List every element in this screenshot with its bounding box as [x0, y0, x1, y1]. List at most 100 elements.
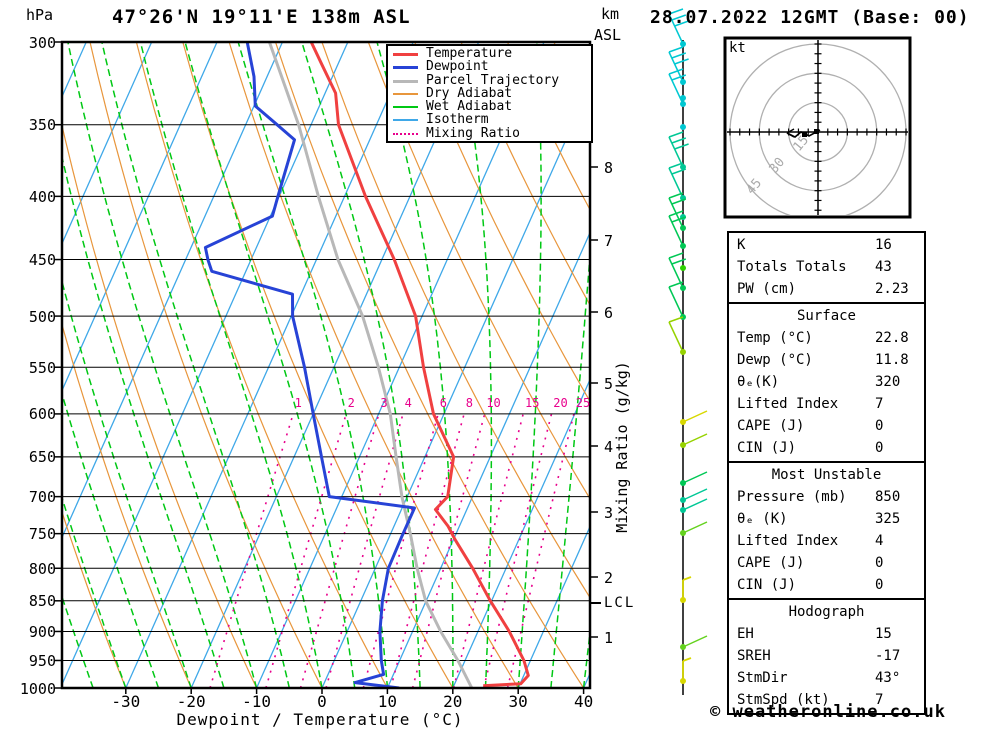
legend-swatch-solid — [393, 79, 418, 83]
table-row-value: 0 — [875, 418, 884, 434]
table-row-label: θₑ(K) — [737, 374, 780, 390]
mixing-ratio-value: 6 — [439, 396, 448, 410]
wind-barb — [668, 162, 687, 201]
table-row-value: 15 — [875, 626, 892, 642]
asl-unit-label: ASL — [594, 26, 622, 44]
table-row-label: SREH — [737, 648, 771, 664]
date-title: 28.07.2022 12GMT (Base: 00) — [650, 7, 970, 28]
pressure-tick-label: 750 — [28, 525, 56, 544]
pressure-tick-label: 800 — [28, 559, 56, 578]
km-tick-label: 8 — [604, 159, 614, 177]
mixing-ratio-value: 15 — [524, 396, 540, 410]
temp-tick-label: -30 — [111, 692, 141, 711]
legend-item: Isotherm — [388, 113, 591, 126]
km-tick-label: 7 — [604, 232, 614, 250]
table-row-label: Pressure (mb) — [737, 489, 847, 505]
table-row-value: 22.8 — [875, 330, 909, 346]
table-row-label: StmSpd (kt) — [737, 692, 830, 708]
station-title: 47°26'N 19°11'E 138m ASL — [112, 6, 411, 28]
indices-tables: K 16 Totals Totals 43 PW (cm) 2.23 Surface Temp… — [727, 231, 926, 715]
table-row-value: 7 — [875, 396, 884, 412]
pressure-tick-label: 900 — [28, 622, 56, 641]
hodograph-unit-label: kt — [729, 40, 746, 56]
pressure-tick-label: 600 — [28, 405, 56, 424]
table-header: Hodograph — [788, 604, 865, 620]
legend-swatch-solid — [393, 106, 418, 109]
mixing-ratio-value: 20 — [553, 396, 568, 410]
temp-tick-label: -10 — [242, 692, 272, 711]
table-row: CIN (J) 0 — [729, 574, 924, 596]
pressure-tick-label: 950 — [28, 651, 56, 670]
legend-swatch-solid — [393, 119, 418, 122]
wind-barb — [668, 131, 689, 170]
table-row: K 16 — [729, 234, 924, 256]
pressure-tick-label: 300 — [28, 33, 56, 52]
km-unit-label: km — [601, 5, 620, 23]
pressure-tick-label: 500 — [28, 307, 56, 326]
table-row: EH 15 — [729, 623, 924, 645]
table-row-label: CIN (J) — [737, 577, 797, 593]
wind-barb — [680, 635, 708, 650]
table-row-label: Temp (°C) — [737, 330, 813, 346]
table-row-value: 11.8 — [875, 352, 909, 368]
index-table: Surface Temp (°C) 22.8 Dewp (°C) 11.8 θₑ(K) 32… — [727, 302, 926, 463]
table-row: Lifted Index 7 — [729, 393, 924, 415]
table-row-value: 16 — [875, 237, 892, 253]
wind-barb — [680, 657, 692, 684]
table-row: Lifted Index 4 — [729, 530, 924, 552]
table-row-value: 0 — [875, 555, 884, 571]
temp-tick-label: 10 — [377, 692, 398, 711]
table-row: Totals Totals 43 — [729, 256, 924, 278]
x-axis-title: Dewpoint / Temperature (°C) — [176, 710, 464, 729]
table-row-value: 850 — [875, 489, 901, 505]
wind-barb — [680, 521, 708, 536]
table-row-label: Lifted Index — [737, 533, 839, 549]
table-row-label: Totals Totals — [737, 259, 847, 275]
table-row: CAPE (J) 0 — [729, 415, 924, 437]
table-header: Most Unstable — [771, 467, 882, 483]
pressure-tick-label: 1000 — [19, 679, 56, 698]
mixing-ratio-axis-title: Mixing Ratio (g/kg) — [613, 361, 631, 533]
wind-barb — [680, 471, 708, 486]
legend-label: Dry Adiabat — [426, 85, 513, 101]
pressure-tick-label: 400 — [28, 187, 56, 206]
km-tick-label: 6 — [604, 304, 614, 322]
wind-barb — [668, 68, 687, 107]
mixing-ratio-value: 2 — [347, 396, 355, 410]
table-row-label: K — [737, 237, 746, 253]
pressure-tick-label: 350 — [28, 116, 56, 135]
lcl-label: LCL — [604, 595, 636, 611]
pressure-tick-label: 450 — [28, 251, 56, 270]
table-row-value: 43 — [875, 259, 892, 275]
table-row-value: 4 — [875, 533, 884, 549]
table-row: SREH -17 — [729, 645, 924, 667]
wind-barb — [668, 8, 689, 47]
temp-tick-label: -20 — [176, 692, 206, 711]
legend-item: Wet Adiabat — [388, 100, 591, 113]
index-table: K 16 Totals Totals 43 PW (cm) 2.23 — [727, 231, 926, 304]
legend-label: Dewpoint — [426, 59, 489, 75]
wind-barb — [680, 124, 686, 130]
wind-barb — [668, 210, 687, 249]
pressure-tick-label: 550 — [28, 358, 56, 377]
copyright-footer: © weatheronline.co.uk — [710, 702, 946, 722]
legend-label: Parcel Trajectory — [426, 72, 560, 88]
mixing-ratio-value: 8 — [465, 396, 473, 410]
temp-tick-label: 0 — [317, 692, 327, 711]
table-row-label: CIN (J) — [737, 440, 797, 456]
wind-barb — [668, 316, 686, 355]
table-row: Dewp (°C) 11.8 — [729, 349, 924, 371]
legend-swatch-dotted — [393, 132, 418, 135]
wind-barb — [680, 410, 708, 425]
mixing-ratio-value: 10 — [486, 396, 501, 410]
temp-tick-label: 20 — [443, 692, 463, 711]
pressure-tick-label: 700 — [28, 488, 56, 507]
legend-swatch-solid — [393, 92, 418, 95]
wind-barb — [680, 488, 708, 503]
legend-item: Dry Adiabat — [388, 87, 591, 100]
index-table: Hodograph EH 15 SREH -17 StmDir 43° StmSpd (kt)… — [727, 598, 926, 715]
table-row-value: 0 — [875, 577, 884, 593]
index-table: Most Unstable Pressure (mb) 850 θₑ (K) 325 Li… — [727, 461, 926, 600]
